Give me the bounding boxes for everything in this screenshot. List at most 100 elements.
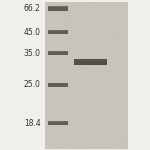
Point [90, 33, 93, 36]
Bar [48, 30, 68, 31]
Point [95, 45, 98, 47]
Point [124, 136, 126, 138]
FancyBboxPatch shape [48, 83, 68, 87]
Point [54, 56, 56, 59]
Point [57, 8, 60, 10]
Point [120, 53, 122, 55]
Point [123, 71, 126, 73]
Point [71, 55, 74, 57]
Point [70, 65, 72, 67]
Point [71, 63, 73, 65]
Point [116, 55, 119, 57]
Point [118, 136, 120, 138]
Point [64, 16, 66, 19]
Point [47, 114, 50, 117]
Point [93, 125, 95, 127]
Point [46, 127, 49, 129]
Point [119, 84, 121, 86]
Point [86, 57, 89, 60]
Point [74, 96, 76, 99]
Point [63, 139, 66, 141]
Point [48, 9, 50, 12]
Point [68, 100, 70, 103]
Point [86, 141, 88, 143]
Point [69, 54, 72, 56]
Point [73, 67, 76, 69]
Point [85, 92, 87, 95]
Point [52, 99, 54, 101]
Point [119, 114, 122, 116]
Point [58, 128, 61, 131]
Point [49, 145, 52, 148]
Bar [45, 2, 128, 148]
Point [45, 123, 47, 126]
Point [74, 130, 76, 132]
Point [76, 66, 78, 68]
Point [116, 81, 118, 84]
Point [84, 66, 87, 68]
Point [98, 10, 100, 13]
Point [64, 16, 67, 18]
Point [51, 141, 53, 144]
Point [109, 39, 111, 41]
Point [93, 54, 96, 56]
Point [110, 104, 112, 107]
Point [53, 75, 55, 77]
Point [97, 11, 100, 14]
Point [73, 95, 75, 98]
FancyBboxPatch shape [48, 30, 68, 34]
Point [69, 87, 71, 90]
Point [68, 129, 70, 131]
Point [121, 128, 123, 130]
FancyBboxPatch shape [48, 121, 68, 125]
Point [115, 89, 118, 91]
Point [78, 90, 80, 93]
Point [98, 57, 101, 59]
Point [53, 106, 56, 108]
Point [78, 126, 81, 129]
FancyBboxPatch shape [48, 51, 68, 55]
Point [94, 67, 97, 69]
Point [87, 141, 89, 143]
Point [110, 31, 113, 33]
Point [71, 92, 73, 94]
Point [104, 130, 106, 132]
Point [79, 66, 81, 69]
Point [106, 146, 109, 148]
Point [74, 44, 76, 46]
Point [88, 37, 91, 39]
Point [88, 91, 91, 93]
Point [51, 143, 54, 146]
Point [90, 106, 92, 108]
Point [90, 88, 92, 90]
Point [102, 83, 104, 85]
Point [96, 121, 99, 124]
Point [116, 96, 119, 98]
Point [71, 29, 73, 32]
Point [101, 136, 103, 139]
Point [114, 125, 116, 128]
Point [118, 28, 120, 30]
Point [118, 106, 120, 109]
Point [47, 8, 49, 10]
Point [52, 5, 54, 7]
Point [74, 14, 76, 17]
Point [96, 120, 98, 122]
Point [100, 78, 103, 80]
Point [65, 61, 68, 64]
Point [44, 133, 47, 136]
Point [82, 136, 85, 139]
Point [117, 80, 120, 82]
Point [118, 123, 120, 126]
Point [53, 36, 55, 39]
Point [72, 55, 74, 57]
Point [50, 144, 52, 146]
Point [110, 109, 112, 112]
Point [110, 126, 112, 128]
Point [118, 56, 120, 58]
Point [99, 26, 101, 29]
Point [105, 61, 107, 63]
Point [85, 78, 87, 80]
Point [70, 44, 73, 47]
Point [122, 69, 125, 72]
